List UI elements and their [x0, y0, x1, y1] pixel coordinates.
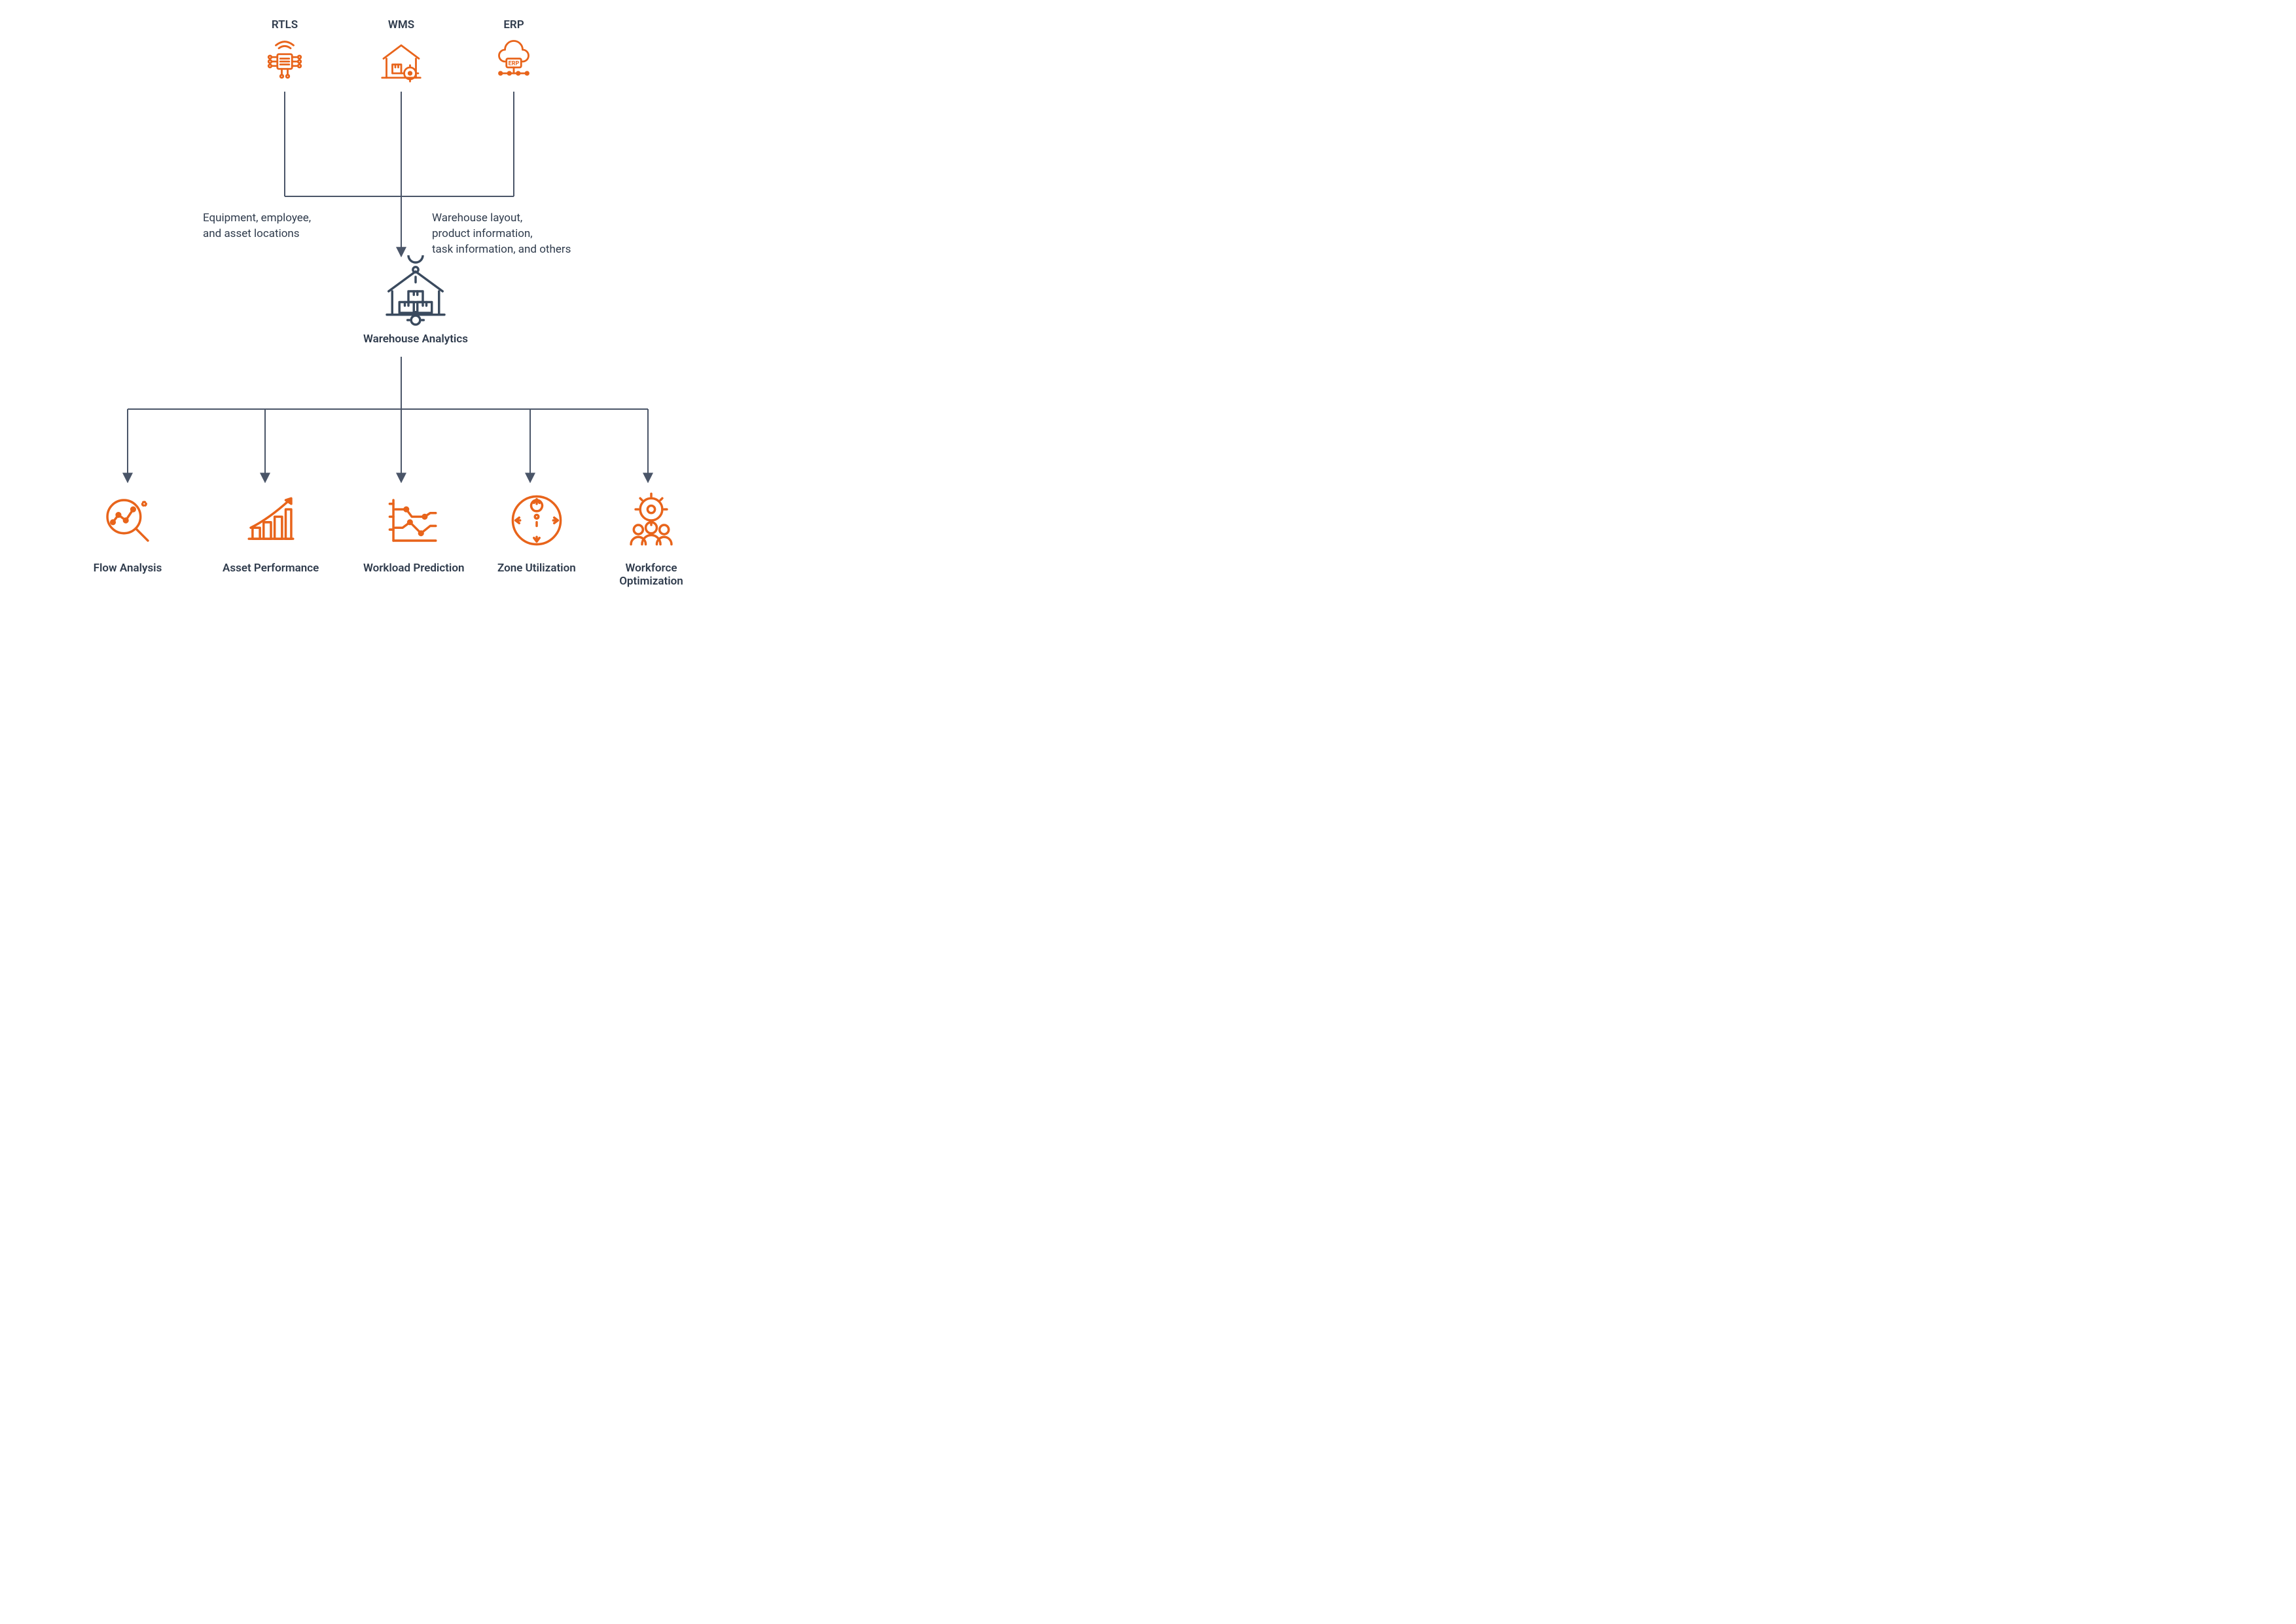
workforce-optimization-label: Workforce Optimization — [615, 562, 687, 588]
warehouse-analytics-label: Warehouse Analytics — [363, 333, 468, 346]
zone-utilization-label: Zone Utilization — [497, 562, 576, 575]
warehouse-analytics-icon — [380, 255, 452, 327]
erp-label: ERP — [503, 18, 524, 31]
node-zone-utilization: Zone Utilization — [497, 484, 576, 575]
annotation-left: Equipment, employee, and asset locations — [203, 211, 311, 242]
rtls-label: RTLS — [272, 18, 298, 31]
wms-icon — [375, 35, 427, 88]
asset-performance-label: Asset Performance — [223, 562, 319, 575]
node-rtls: RTLS — [259, 18, 311, 88]
erp-icon: ERP — [488, 35, 540, 88]
wms-label: WMS — [388, 18, 414, 31]
workload-prediction-label: Workload Prediction — [363, 562, 464, 575]
node-workload-prediction: Workload Prediction — [363, 484, 464, 575]
asset-performance-icon — [235, 484, 307, 556]
node-warehouse-analytics: Warehouse Analytics — [363, 255, 468, 346]
warehouse-analytics-diagram: RTLS WMS — [0, 0, 864, 612]
zone-utilization-icon — [501, 484, 573, 556]
flow-analysis-label: Flow Analysis — [94, 562, 162, 575]
annotation-right: Warehouse layout, product information, t… — [432, 211, 571, 257]
workforce-optimization-icon — [615, 484, 687, 556]
rtls-icon — [259, 35, 311, 88]
node-asset-performance: Asset Performance — [223, 484, 319, 575]
flow-analysis-icon — [92, 484, 164, 556]
node-wms: WMS — [375, 18, 427, 88]
workload-prediction-icon — [378, 484, 450, 556]
node-workforce-optimization: Workforce Optimization — [615, 484, 687, 588]
svg-text:ERP: ERP — [509, 61, 520, 67]
node-erp: ERP ERP — [488, 18, 540, 88]
node-flow-analysis: Flow Analysis — [92, 484, 164, 575]
